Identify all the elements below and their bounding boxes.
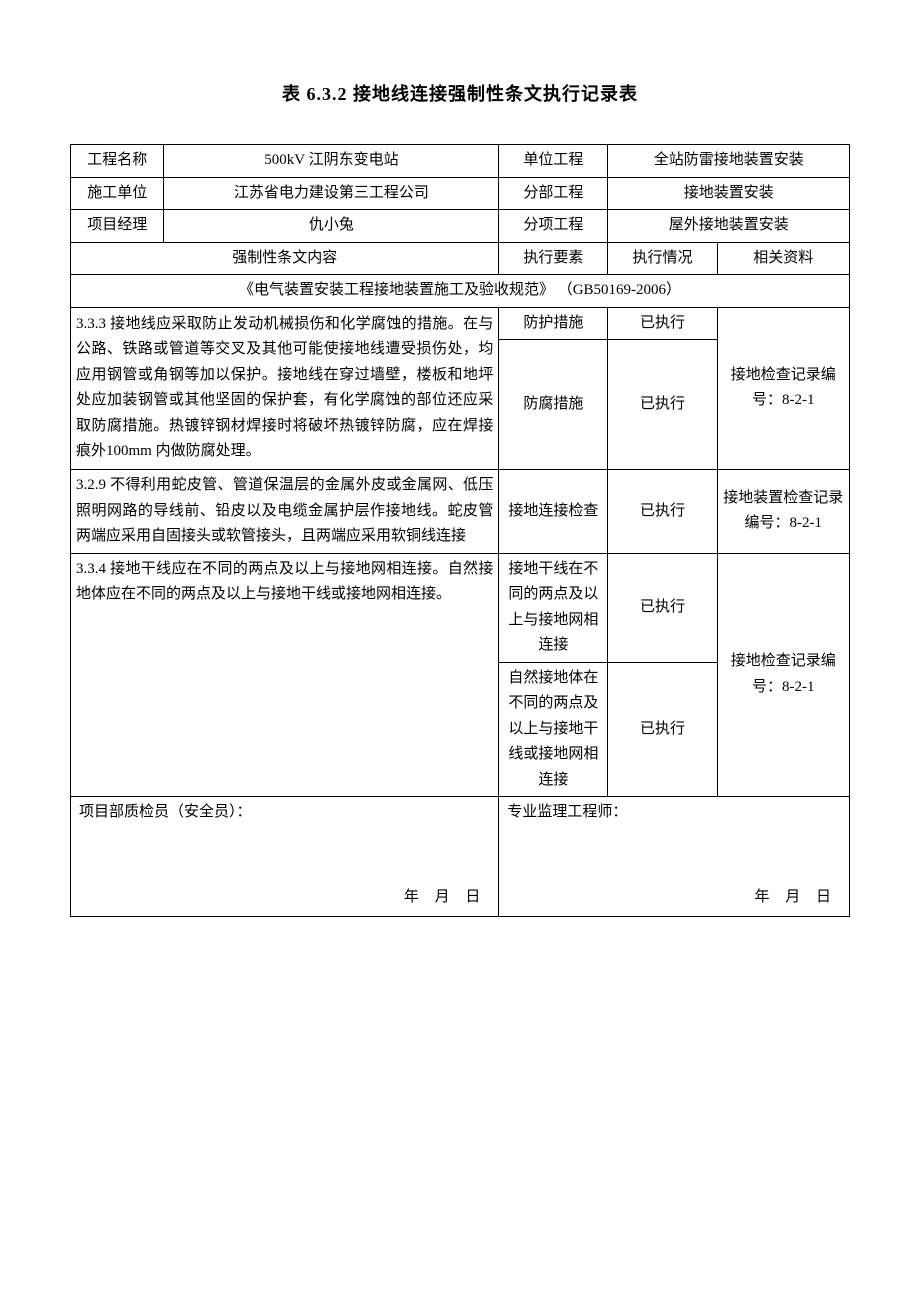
elem-2: 接地连接检查: [499, 470, 608, 554]
inspector-date: 年 月 日: [404, 885, 487, 911]
doc-2: 接地装置检查记录编号：8-2-1: [717, 470, 850, 554]
label-exec-element: 执行要素: [499, 242, 608, 275]
label-construction-unit: 施工单位: [71, 177, 164, 210]
content-3: 3.3.4 接地干线应在不同的两点及以上与接地网相连接。自然接地体应在不同的两点…: [71, 553, 499, 797]
record-table: 工程名称 500kV 江阴东变电站 单位工程 全站防雷接地装置安装 施工单位 江…: [70, 144, 850, 917]
content-row-2: 3.2.9 不得利用蛇皮管、管道保温层的金属外皮或金属网、低压照明网路的导线前、…: [71, 470, 850, 554]
supervisor-date: 年 月 日: [754, 885, 837, 911]
column-header-row: 强制性条文内容 执行要素 执行情况 相关资料: [71, 242, 850, 275]
content-row-1a: 3.3.3 接地线应采取防止发动机械损伤和化学腐蚀的措施。在与公路、铁路或管道等…: [71, 307, 850, 340]
value-sub-project: 接地装置安装: [608, 177, 850, 210]
value-project-name: 500kV 江阴东变电站: [164, 145, 499, 178]
content-row-3a: 3.3.4 接地干线应在不同的两点及以上与接地网相连接。自然接地体应在不同的两点…: [71, 553, 850, 662]
header-row-1: 工程名称 500kV 江阴东变电站 单位工程 全站防雷接地装置安装: [71, 145, 850, 178]
spec-text: 《电气装置安装工程接地装置施工及验收规范》 （GB50169-2006）: [71, 275, 850, 308]
supervisor-sign-cell: 专业监理工程师： 年 月 日: [499, 797, 850, 917]
elem-1b: 防腐措施: [499, 340, 608, 470]
value-construction-unit: 江苏省电力建设第三工程公司: [164, 177, 499, 210]
label-related-doc: 相关资料: [717, 242, 850, 275]
elem-3b: 自然接地体在不同的两点及以上与接地干线或接地网相连接: [499, 662, 608, 797]
status-1a: 已执行: [608, 307, 717, 340]
inspector-label: 项目部质检员（安全员）：: [79, 804, 252, 820]
status-1b: 已执行: [608, 340, 717, 470]
label-project-manager: 项目经理: [71, 210, 164, 243]
spec-row: 《电气装置安装工程接地装置施工及验收规范》 （GB50169-2006）: [71, 275, 850, 308]
status-3b: 已执行: [608, 662, 717, 797]
elem-3a: 接地干线在不同的两点及以上与接地网相连接: [499, 553, 608, 662]
label-item-project: 分项工程: [499, 210, 608, 243]
elem-1a: 防护措施: [499, 307, 608, 340]
label-project-name: 工程名称: [71, 145, 164, 178]
page-title: 表 6.3.2 接地线连接强制性条文执行记录表: [70, 80, 850, 106]
label-unit-project: 单位工程: [499, 145, 608, 178]
value-project-manager: 仇小兔: [164, 210, 499, 243]
doc-3: 接地检查记录编号：8-2-1: [717, 553, 850, 797]
label-mandatory-content: 强制性条文内容: [71, 242, 499, 275]
value-unit-project: 全站防雷接地装置安装: [608, 145, 850, 178]
value-item-project: 屋外接地装置安装: [608, 210, 850, 243]
inspector-sign-cell: 项目部质检员（安全员）： 年 月 日: [71, 797, 499, 917]
label-exec-status: 执行情况: [608, 242, 717, 275]
content-1: 3.3.3 接地线应采取防止发动机械损伤和化学腐蚀的措施。在与公路、铁路或管道等…: [71, 307, 499, 470]
signature-row: 项目部质检员（安全员）： 年 月 日 专业监理工程师： 年 月 日: [71, 797, 850, 917]
header-row-3: 项目经理 仇小兔 分项工程 屋外接地装置安装: [71, 210, 850, 243]
status-3a: 已执行: [608, 553, 717, 662]
label-sub-project: 分部工程: [499, 177, 608, 210]
supervisor-label: 专业监理工程师：: [507, 804, 627, 820]
header-row-2: 施工单位 江苏省电力建设第三工程公司 分部工程 接地装置安装: [71, 177, 850, 210]
doc-1: 接地检查记录编号：8-2-1: [717, 307, 850, 470]
status-2: 已执行: [608, 470, 717, 554]
content-2: 3.2.9 不得利用蛇皮管、管道保温层的金属外皮或金属网、低压照明网路的导线前、…: [71, 470, 499, 554]
